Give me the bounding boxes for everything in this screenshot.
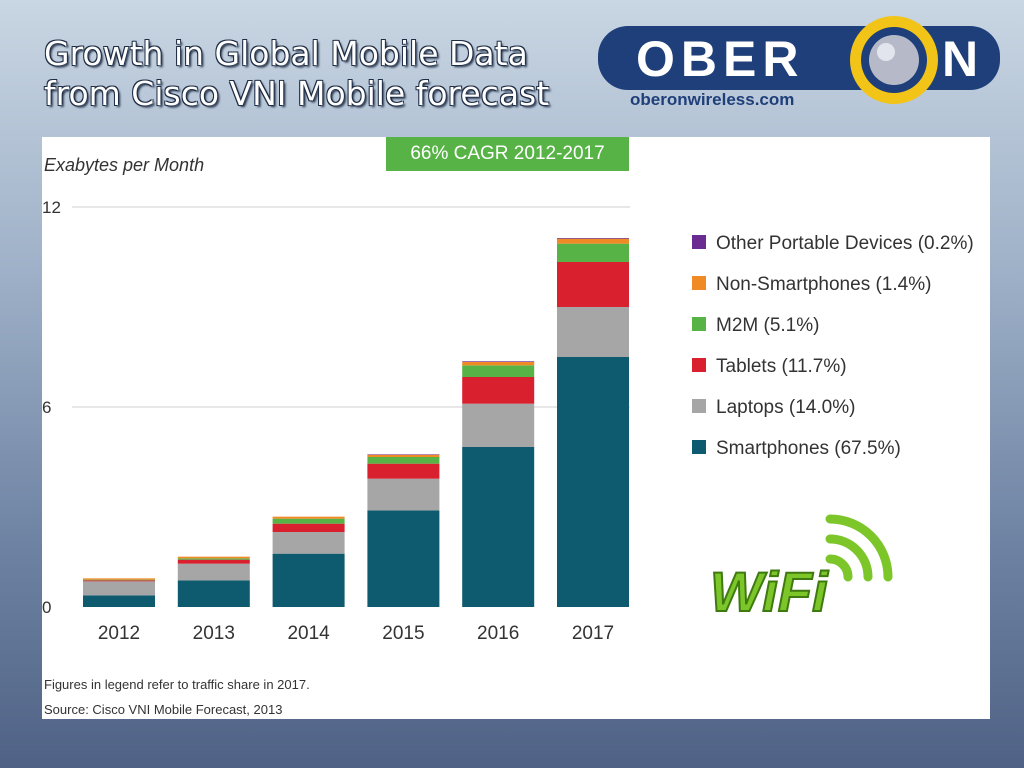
y-tick-label: 6 bbox=[42, 398, 51, 417]
bar-segment bbox=[177, 580, 250, 607]
bar-segment bbox=[462, 377, 535, 404]
footnote-source: Source: Cisco VNI Mobile Forecast, 2013 bbox=[44, 702, 283, 717]
bar-segment bbox=[367, 457, 440, 464]
stacked-bar-chart: Exabytes per Month 12 6 0 2012 2013 2014 2015 2… bbox=[42, 155, 630, 644]
x-tick-label: 2017 bbox=[572, 623, 614, 644]
bar-segment bbox=[367, 454, 440, 457]
wifi-signal-icon bbox=[825, 514, 893, 582]
bar-segment bbox=[557, 262, 629, 307]
bar-segment bbox=[462, 403, 535, 447]
x-tick-label: 2016 bbox=[477, 623, 519, 644]
legend-item: M2M (5.1%) bbox=[692, 315, 974, 356]
y-axis-label: Exabytes per Month bbox=[44, 155, 204, 175]
legend-item: Non-Smartphones (1.4%) bbox=[692, 274, 974, 315]
slide-title: Growth in Global Mobile Data from Cisco … bbox=[44, 34, 604, 114]
legend-swatch bbox=[692, 439, 706, 454]
logo-wordmark: OBER bbox=[636, 31, 804, 87]
legend-label: Laptops (14.0%) bbox=[716, 397, 856, 418]
bar-segment bbox=[177, 559, 250, 564]
chart-panel: 66% CAGR 2012-2017 Exabytes per Month 12… bbox=[42, 137, 990, 719]
bar-segment bbox=[272, 523, 345, 532]
x-tick-label: 2015 bbox=[382, 623, 424, 644]
cagr-badge: 66% CAGR 2012-2017 bbox=[386, 137, 629, 171]
bar-segment bbox=[83, 595, 155, 607]
bar-segment bbox=[462, 362, 535, 366]
bar-segment bbox=[557, 357, 629, 607]
bar-segment bbox=[557, 243, 629, 262]
legend-swatch bbox=[692, 316, 706, 331]
bar-segment bbox=[177, 558, 250, 560]
wifi-text: WiFi bbox=[710, 560, 829, 623]
bar-segment bbox=[83, 579, 155, 581]
legend-label: Other Portable Devices (0.2%) bbox=[716, 233, 974, 254]
bar-segment bbox=[462, 361, 535, 362]
legend-swatch bbox=[692, 234, 706, 249]
legend-label: Smartphones (67.5%) bbox=[716, 438, 901, 459]
bar-segment bbox=[462, 365, 535, 377]
bar-segment bbox=[177, 563, 250, 581]
bar-segment bbox=[462, 447, 535, 607]
slide-title-line1: Growth in Global Mobile Data bbox=[44, 34, 528, 73]
bar-segment bbox=[83, 578, 155, 580]
bar-segment bbox=[557, 238, 629, 239]
bar-segment bbox=[83, 580, 155, 582]
legend-label: Non-Smartphones (1.4%) bbox=[716, 274, 932, 295]
chart-legend: Other Portable Devices (0.2%) Non-Smartph… bbox=[692, 233, 974, 479]
bar-segment bbox=[177, 556, 250, 559]
legend-item: Smartphones (67.5%) bbox=[692, 438, 974, 479]
bar-segment bbox=[83, 581, 155, 596]
bar-segment bbox=[557, 307, 629, 357]
bar-segment bbox=[272, 532, 345, 554]
bar-segment bbox=[272, 518, 345, 524]
slide-title-line2: from Cisco VNI Mobile forecast bbox=[44, 74, 550, 113]
logo-url: oberonwireless.com bbox=[630, 90, 794, 109]
legend-swatch bbox=[692, 357, 706, 372]
footnote-legend-note: Figures in legend refer to traffic share… bbox=[44, 677, 310, 692]
y-tick-label: 12 bbox=[42, 198, 61, 217]
bar-segment bbox=[367, 510, 440, 607]
oberon-logo: OBER N oberonwireless.com bbox=[598, 16, 1000, 109]
logo-globe-highlight bbox=[877, 43, 895, 61]
logo-globe-icon bbox=[869, 35, 919, 85]
legend-swatch bbox=[692, 275, 706, 290]
legend-item: Laptops (14.0%) bbox=[692, 397, 974, 438]
x-tick-label: 2014 bbox=[287, 623, 330, 644]
legend-item: Tablets (11.7%) bbox=[692, 356, 974, 397]
x-tick-label: 2013 bbox=[193, 623, 235, 644]
logo-wordmark-end: N bbox=[942, 31, 978, 87]
x-tick-label: 2012 bbox=[98, 623, 140, 644]
bar-segment bbox=[367, 454, 440, 455]
bar-segment bbox=[272, 553, 345, 607]
bar-segment bbox=[272, 516, 345, 519]
bar-segment bbox=[557, 238, 629, 244]
legend-label: Tablets (11.7%) bbox=[716, 356, 847, 377]
legend-label: M2M (5.1%) bbox=[716, 315, 820, 336]
bar-segment bbox=[367, 463, 440, 479]
bar-segment bbox=[367, 478, 440, 511]
wifi-badge: WiFi bbox=[709, 514, 893, 624]
legend-swatch bbox=[692, 398, 706, 413]
legend-item: Other Portable Devices (0.2%) bbox=[692, 233, 974, 274]
y-tick-label: 0 bbox=[42, 598, 51, 617]
